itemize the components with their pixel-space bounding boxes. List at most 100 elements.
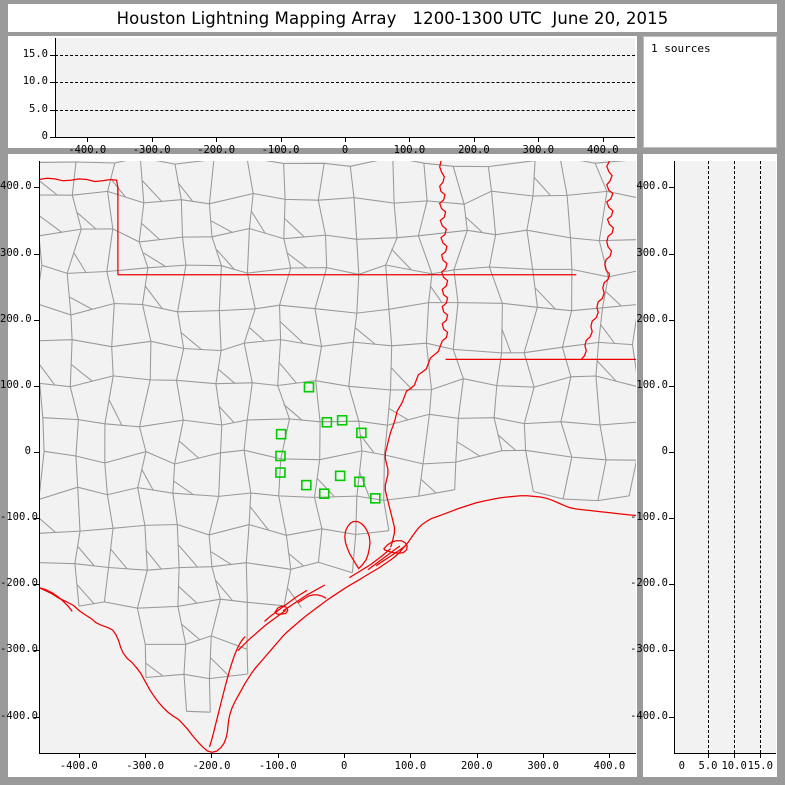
county-line [39, 561, 353, 574]
lma-station-marker[interactable] [336, 414, 348, 426]
county-line [628, 317, 636, 497]
county-line [600, 324, 616, 344]
county-line [487, 166, 503, 451]
map-x-tick [410, 753, 412, 758]
lma-station-marker[interactable] [334, 470, 346, 482]
right-plot-x-tick-label: 10.0 [721, 760, 747, 772]
matagorda-bay-shore [282, 584, 326, 612]
county-line [383, 161, 398, 531]
county-line [250, 210, 266, 234]
right-plot-x-tick-label: 5.0 [698, 760, 718, 772]
map-x-tick [344, 753, 346, 758]
county-line [284, 218, 305, 238]
lma-station-marker[interactable] [275, 428, 287, 440]
county-line [76, 211, 97, 230]
top-plot-x-tick [538, 137, 540, 142]
map-x-tick [145, 753, 147, 758]
map-x-tick-label: -200.0 [192, 760, 231, 772]
county-line [39, 161, 627, 168]
lma-station-marker[interactable] [303, 381, 315, 393]
page-title: Houston Lightning Mapping Array 1200-130… [116, 8, 669, 28]
top-plot-x-tick-label: -300.0 [132, 144, 171, 156]
lma-station-marker[interactable] [354, 476, 365, 488]
map-x-tick [543, 753, 545, 758]
lma-station-marker[interactable] [318, 488, 330, 500]
county-line [39, 517, 56, 533]
matagorda-peninsula [237, 609, 287, 651]
county-line [145, 635, 248, 650]
title-bar: Houston Lightning Mapping Array 1200-130… [8, 4, 777, 32]
county-line [39, 339, 633, 354]
county-line [429, 285, 443, 303]
altitude-time-plot[interactable] [55, 38, 635, 137]
map-x-axis [39, 753, 636, 754]
bolivar-inner [375, 545, 406, 567]
map-plot-area[interactable] [39, 161, 636, 753]
county-line [172, 164, 188, 712]
county-lines [39, 161, 636, 713]
county-line [354, 327, 376, 345]
county-line [39, 362, 56, 386]
county-line [216, 249, 235, 270]
county-line [173, 480, 194, 496]
rio-grande-lower [39, 587, 73, 612]
texas-louisiana-border [384, 161, 449, 548]
county-line [277, 163, 292, 606]
top-plot-x-tick-label: -200.0 [197, 144, 236, 156]
map-x-tick-label: 0 [340, 760, 348, 772]
map-x-tick-label: -100.0 [258, 760, 297, 772]
county-line [391, 248, 412, 270]
county-line [110, 548, 128, 570]
galveston-island [349, 548, 392, 579]
top-plot-x-tick [345, 137, 346, 142]
lma-station-marker[interactable] [301, 479, 312, 491]
map-x-tick-label: 400.0 [593, 760, 626, 772]
county-line [534, 287, 556, 310]
top-plot-x-tick [216, 137, 218, 142]
county-line [39, 486, 455, 501]
county-line [501, 329, 512, 353]
texas-oklahoma-border-north [39, 177, 119, 196]
lma-station-markers [275, 381, 381, 504]
county-line [249, 506, 269, 531]
right-plot-y-tick-label: 100.0 [636, 378, 668, 391]
right-plot-y-tick-label: 0 [661, 445, 668, 458]
right-plot-y-tick-label: -400.0 [630, 709, 668, 722]
lma-station-marker[interactable] [275, 467, 286, 478]
altitude-histogram-plot[interactable] [674, 161, 776, 753]
top-plot-gridline [55, 109, 635, 111]
top-plot-y-axis [55, 38, 56, 137]
map-x-tick [211, 753, 213, 758]
top-plot-x-tick [280, 137, 282, 142]
lma-station-marker[interactable] [370, 493, 381, 504]
map-x-tick-label: 300.0 [527, 760, 559, 772]
map-x-tick-label: -400.0 [59, 760, 98, 772]
top-plot-x-tick [602, 137, 604, 142]
county-line [103, 162, 116, 602]
right-plot-y-tick [669, 452, 674, 454]
county-line [523, 161, 538, 492]
top-plot-y-tick [50, 82, 55, 83]
county-line [73, 253, 87, 273]
map-y-tick-label: 400.0 [0, 180, 32, 193]
county-line [39, 227, 636, 243]
county-line [177, 182, 194, 203]
county-line [218, 405, 235, 423]
map-y-tick-label: 200.0 [0, 312, 32, 325]
map-x-tick [609, 753, 611, 758]
county-line [209, 657, 230, 677]
lma-station-marker[interactable] [275, 450, 286, 462]
map-x-tick [476, 753, 478, 758]
lma-station-marker[interactable] [321, 416, 333, 428]
lma-station-marker[interactable] [356, 427, 367, 439]
source-count-label: 1 sources [651, 42, 711, 55]
county-line [497, 434, 517, 451]
right-plot-x-axis [674, 753, 776, 754]
county-line [210, 220, 234, 234]
padre-island [208, 636, 246, 748]
map-y-tick [34, 716, 39, 718]
map-y-tick [34, 584, 39, 586]
map-x-tick-label: 100.0 [394, 760, 427, 772]
map-y-axis [39, 161, 40, 753]
